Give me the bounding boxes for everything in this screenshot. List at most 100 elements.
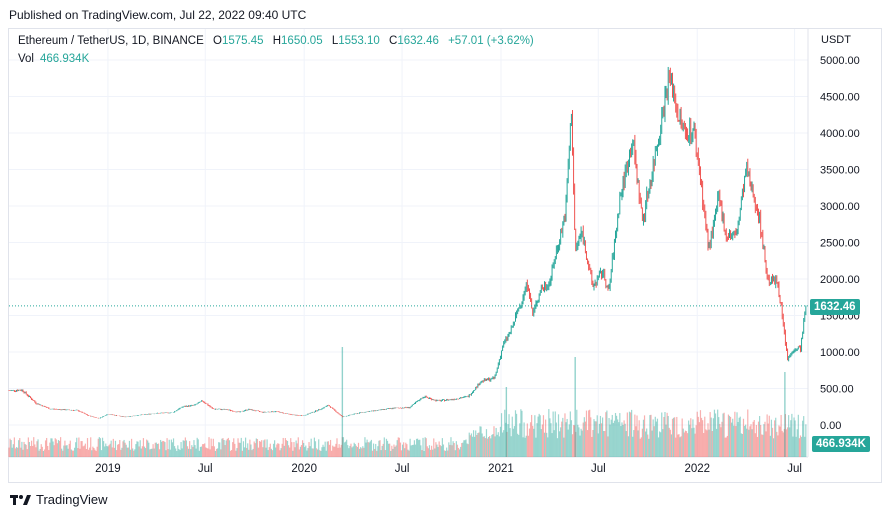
volume-bar <box>86 438 89 457</box>
volume-bar <box>707 423 709 457</box>
volume-bar <box>568 424 570 457</box>
volume-bar <box>550 423 552 457</box>
footer-brand[interactable]: TradingView <box>10 492 108 507</box>
volume-bar <box>598 423 600 457</box>
volume-bar <box>786 427 789 457</box>
volume-bar <box>69 440 71 457</box>
volume-bar <box>93 447 95 457</box>
volume-bar <box>440 446 442 457</box>
volume-bar <box>28 442 31 457</box>
volume-bar <box>780 414 782 457</box>
volume-bar <box>201 444 204 457</box>
volume-bar <box>205 447 207 457</box>
volume-bar <box>30 440 33 457</box>
volume-bar <box>623 420 625 457</box>
volume-bar <box>13 437 15 457</box>
volume-bar <box>191 445 193 457</box>
volume-bar <box>589 409 591 457</box>
volume-bar <box>553 430 555 457</box>
volume-bar <box>583 417 585 457</box>
volume-bar <box>180 442 182 457</box>
volume-bar <box>391 445 393 457</box>
volume-bar <box>765 431 767 457</box>
chart-frame[interactable] <box>8 28 882 483</box>
volume-bar <box>195 448 197 457</box>
volume-bar <box>251 450 253 457</box>
volume-bar <box>343 442 346 457</box>
volume-bar <box>411 445 413 457</box>
volume-bar <box>118 444 120 457</box>
volume-bar <box>261 440 263 457</box>
volume-bar <box>648 438 650 457</box>
volume-bar <box>572 425 575 457</box>
y-tick-label: 2000.00 <box>820 274 860 286</box>
volume-bar <box>529 422 532 457</box>
volume-bar <box>367 442 369 457</box>
volume-bar <box>177 445 179 457</box>
volume-bar <box>542 415 545 457</box>
volume-bar <box>32 445 34 457</box>
volume-bar <box>281 443 283 457</box>
volume-bar <box>409 438 411 457</box>
volume-bar <box>427 448 429 457</box>
volume-bar <box>466 443 468 457</box>
volume-bar <box>766 414 768 457</box>
volume-bar <box>21 441 23 457</box>
volume-bar <box>19 438 21 457</box>
volume-bar <box>611 414 613 457</box>
volume-bar <box>200 446 203 457</box>
volume-bar <box>570 420 573 457</box>
volume-bar <box>11 447 13 457</box>
volume-bar <box>757 421 760 457</box>
volume-bar <box>609 424 611 457</box>
volume-bar <box>664 412 666 457</box>
volume-bar <box>585 410 588 457</box>
volume-bar <box>705 429 707 457</box>
volume-bar <box>17 447 19 457</box>
volume-bar <box>146 439 148 457</box>
volume-bar <box>48 450 50 457</box>
volume-bar <box>605 412 607 457</box>
volume-bar <box>265 447 267 457</box>
volume-bar <box>97 438 99 457</box>
volume-bar <box>113 447 115 457</box>
volume-bar <box>323 446 325 457</box>
volume-bar <box>393 444 395 457</box>
y-tick-label: 3000.00 <box>820 201 860 213</box>
volume-bar <box>71 450 74 457</box>
volume-bar <box>628 411 631 457</box>
volume-bar <box>480 426 482 457</box>
x-tick-label: 2019 <box>95 463 121 475</box>
volume-bar <box>666 412 668 457</box>
volume-bar <box>413 440 416 457</box>
volume-bar <box>99 438 102 457</box>
volume-bar <box>285 440 288 457</box>
volume-bar <box>522 437 524 457</box>
volume-bar <box>37 439 39 457</box>
volume-bar <box>621 422 623 457</box>
volume-bar <box>645 431 647 457</box>
volume-bar <box>560 427 562 457</box>
volume-bar <box>617 419 619 457</box>
currency-label: USDT <box>821 34 851 46</box>
volume-bar <box>717 409 719 457</box>
volume-bar <box>453 442 455 457</box>
volume-bar <box>370 439 372 457</box>
volume-bar <box>94 449 96 457</box>
volume-bar <box>547 437 549 457</box>
volume-bar <box>772 438 775 457</box>
volume-bar <box>156 443 159 457</box>
volume-bar <box>498 436 500 457</box>
volume-bar <box>390 450 392 457</box>
volume-bar <box>366 439 368 457</box>
volume-bar <box>685 431 688 457</box>
volume-bar <box>632 436 634 457</box>
volume-bar <box>658 431 661 457</box>
volume-label: Vol <box>18 53 34 65</box>
volume-bar <box>468 432 470 457</box>
volume-bar <box>564 413 566 457</box>
volume-bar <box>255 438 257 457</box>
volume-bar <box>478 432 480 457</box>
volume-bar <box>155 442 157 457</box>
